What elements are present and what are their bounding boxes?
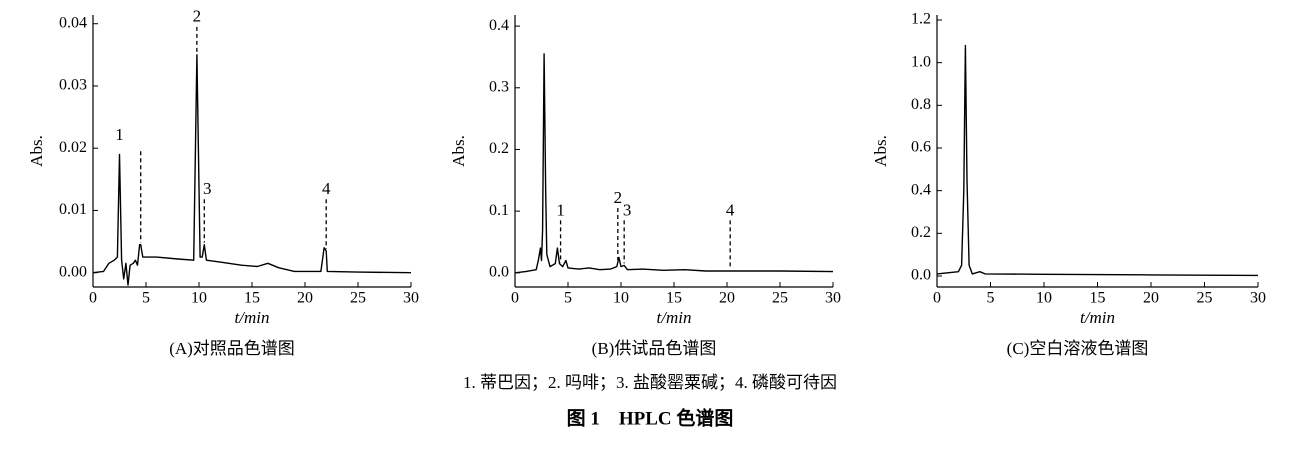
x-tick-label: 15	[244, 290, 260, 307]
y-tick-label: 0.2	[489, 140, 509, 157]
chart-title: (B)供试品色谱图	[592, 339, 717, 358]
chart-title: (C)空白溶液色谱图	[1007, 339, 1149, 358]
x-tick-label: 20	[297, 290, 313, 307]
peak-label: 1	[115, 125, 124, 144]
y-tick-label: 0.4	[489, 17, 509, 34]
legend-note: 1. 蒂巴因；2. 吗啡；3. 盐酸罂粟碱；4. 磷酸可待因	[463, 373, 837, 392]
x-tick-label: 5	[987, 290, 995, 307]
x-axis-label: t/min	[1080, 308, 1115, 327]
y-tick-label: 0.4	[911, 181, 931, 198]
y-tick-label: 0.2	[911, 224, 931, 241]
trace	[514, 53, 834, 274]
x-tick-label: 5	[564, 290, 572, 307]
x-tick-label: 10	[1036, 290, 1052, 307]
x-axis-label: t/min	[657, 308, 692, 327]
x-tick-label: 15	[1090, 290, 1106, 307]
y-tick-label: 0.0	[911, 267, 931, 284]
y-tick-label: 0.8	[911, 96, 931, 113]
x-tick-label: 0	[511, 290, 519, 307]
y-tick-label: 0.02	[59, 139, 87, 156]
x-tick-label: 20	[1143, 290, 1159, 307]
peak-label: 4	[322, 179, 331, 198]
y-axis-label: Abs.	[449, 135, 468, 167]
x-tick-label: 10	[191, 290, 207, 307]
x-tick-label: 0	[89, 290, 97, 307]
trace	[92, 54, 412, 286]
figure-title: 图 1 HPLC 色谱图	[567, 406, 734, 429]
x-tick-label: 25	[1197, 290, 1213, 307]
y-tick-label: 0.04	[59, 14, 87, 31]
x-tick-label: 30	[1250, 290, 1266, 307]
y-tick-label: 1.2	[911, 11, 931, 28]
y-tick-label: 0.0	[489, 263, 509, 280]
peak-label: 3	[623, 200, 632, 219]
x-tick-label: 20	[719, 290, 735, 307]
y-tick-label: 0.6	[911, 139, 931, 156]
y-axis-label: Abs.	[871, 135, 890, 167]
y-tick-label: 1.0	[911, 53, 931, 70]
x-tick-label: 15	[666, 290, 682, 307]
peak-label: 1	[556, 200, 565, 219]
y-tick-label: 0.3	[489, 78, 509, 95]
x-axis-label: t/min	[235, 308, 270, 327]
y-tick-label: 0.1	[489, 202, 509, 219]
x-tick-label: 5	[142, 290, 150, 307]
y-tick-label: 0.03	[59, 77, 87, 94]
peak-label: 2	[614, 188, 623, 207]
x-tick-label: 30	[403, 290, 419, 307]
y-tick-label: 0.00	[59, 263, 87, 280]
y-axis-label: Abs.	[27, 135, 46, 167]
y-tick-label: 0.01	[59, 201, 87, 218]
x-tick-label: 30	[825, 290, 841, 307]
x-tick-label: 10	[613, 290, 629, 307]
x-tick-label: 0	[933, 290, 941, 307]
chart-title: (A)对照品色谱图	[169, 339, 295, 358]
peak-label: 4	[726, 200, 735, 219]
peak-label: 2	[193, 7, 202, 26]
trace	[936, 44, 1259, 277]
x-tick-label: 25	[350, 290, 366, 307]
peak-label: 3	[203, 179, 212, 198]
x-tick-label: 25	[772, 290, 788, 307]
